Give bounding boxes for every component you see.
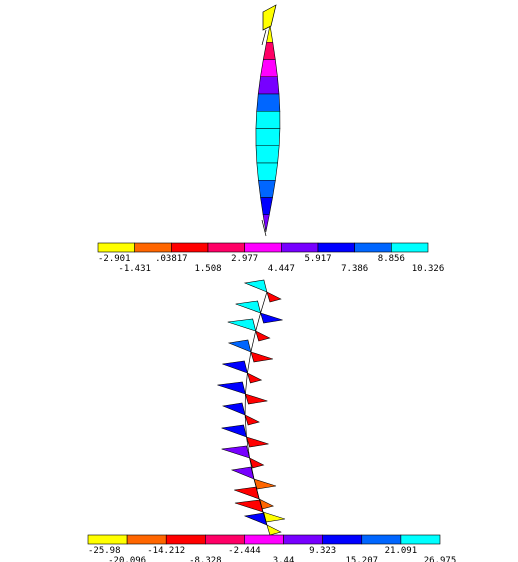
member-axis-line bbox=[244, 291, 268, 526]
moment-triangle-left bbox=[221, 445, 250, 459]
bottom-legend-swatch bbox=[165, 534, 206, 545]
member-segment bbox=[258, 179, 276, 198]
top-legend-swatch bbox=[354, 242, 392, 253]
member-segment bbox=[255, 110, 281, 129]
moment-triangle-right bbox=[262, 511, 286, 523]
top-legend-tick-label: 10.326 bbox=[412, 264, 445, 274]
moment-triangle-right bbox=[250, 351, 273, 363]
moment-triangle-left bbox=[227, 339, 252, 353]
top-legend-swatch bbox=[134, 242, 172, 253]
member-segment bbox=[260, 197, 273, 216]
moment-triangle-right bbox=[244, 393, 268, 405]
moment-triangle-left bbox=[227, 318, 257, 332]
bottom-legend-tick-label: -25.98 bbox=[88, 546, 121, 556]
member-segment bbox=[262, 214, 270, 233]
top-color-legend: -2.901-1.431 .03817 1.508 2.977 4.447 5.917 7.… bbox=[97, 242, 445, 274]
bottom-legend-swatch bbox=[283, 534, 323, 545]
moment-triangle-right bbox=[246, 372, 263, 384]
top-legend-tick-label: 4.447 bbox=[268, 264, 295, 274]
bottom-legend-swatch bbox=[361, 534, 402, 545]
top-legend-tick-label: 7.386 bbox=[341, 264, 368, 274]
top-legend-tick-label: .03817 bbox=[155, 254, 188, 264]
top-legend-swatch bbox=[281, 242, 319, 253]
top-legend-tick-label: -1.431 bbox=[118, 264, 151, 274]
moment-triangle-left bbox=[221, 424, 247, 438]
member-segment bbox=[256, 93, 281, 112]
top-legend-swatch bbox=[207, 242, 245, 253]
top-legend-swatch bbox=[317, 242, 355, 253]
top-legend-tick-label: 2.977 bbox=[231, 254, 258, 264]
bottom-legend-tick-label: 15.207 bbox=[346, 556, 379, 562]
moment-triangle-right bbox=[244, 414, 260, 426]
moment-triangle-left bbox=[234, 486, 260, 500]
bottom-legend-tick-label: 3.44 bbox=[273, 556, 295, 562]
moment-triangle-right bbox=[249, 457, 265, 469]
member-segment bbox=[255, 128, 281, 147]
top-legend-tick-label: 5.917 bbox=[304, 254, 331, 264]
top-axial-diagram bbox=[255, 4, 281, 237]
bottom-legend-swatch bbox=[322, 534, 363, 545]
moment-triangle-left bbox=[221, 402, 246, 416]
moment-triangle-right bbox=[253, 478, 277, 490]
moment-triangle-right bbox=[266, 524, 282, 536]
bottom-legend-swatch bbox=[205, 534, 245, 545]
moment-triangle-left bbox=[222, 360, 248, 374]
member-end-flag bbox=[262, 4, 277, 31]
top-legend-tick-label: 1.508 bbox=[194, 264, 221, 274]
moment-triangle-left bbox=[234, 499, 264, 513]
moment-triangle-right bbox=[260, 312, 283, 324]
member-segment bbox=[255, 145, 280, 164]
moment-triangle-left bbox=[230, 466, 255, 480]
bottom-legend-tick-label: -20.096 bbox=[108, 556, 146, 562]
bottom-legend-tick-label: 26.975 bbox=[424, 556, 457, 562]
bottom-legend-tick-label: -8.328 bbox=[189, 556, 222, 562]
top-legend-swatch bbox=[391, 242, 429, 253]
moment-triangle-right bbox=[246, 436, 269, 448]
top-legend-tick-label: -2.901 bbox=[98, 254, 131, 264]
member-segment bbox=[262, 41, 276, 60]
bottom-legend-tick-label: 21.091 bbox=[385, 546, 418, 556]
bottom-legend-swatch bbox=[400, 534, 441, 545]
bottom-legend-tick-label: 9.323 bbox=[309, 546, 336, 556]
member-segment bbox=[256, 162, 278, 181]
bottom-color-legend: -25.98-20.096-14.212 -8.328 -2.444 3.44 9.32… bbox=[87, 534, 457, 562]
member-segment bbox=[260, 59, 278, 78]
moment-triangle-left bbox=[243, 279, 268, 293]
bottom-legend-swatch bbox=[87, 534, 128, 545]
moment-triangle-left bbox=[235, 300, 262, 314]
member-axis-line bbox=[261, 29, 267, 46]
bottom-moment-diagram bbox=[217, 279, 286, 536]
member-axis-line bbox=[261, 219, 267, 237]
moment-triangle-right bbox=[255, 330, 271, 342]
top-legend-swatch bbox=[244, 242, 282, 253]
moment-triangle-left bbox=[217, 381, 246, 395]
bottom-legend-tick-label: -2.444 bbox=[228, 546, 261, 556]
bottom-legend-tick-label: -14.212 bbox=[147, 546, 185, 556]
bottom-legend-swatch bbox=[126, 534, 167, 545]
bottom-legend-swatch bbox=[244, 534, 284, 545]
top-legend-swatch bbox=[97, 242, 135, 253]
top-legend-tick-label: 8.856 bbox=[378, 254, 405, 264]
moment-triangle-right bbox=[266, 291, 282, 303]
member-segment bbox=[257, 76, 280, 95]
top-legend-swatch bbox=[171, 242, 209, 253]
